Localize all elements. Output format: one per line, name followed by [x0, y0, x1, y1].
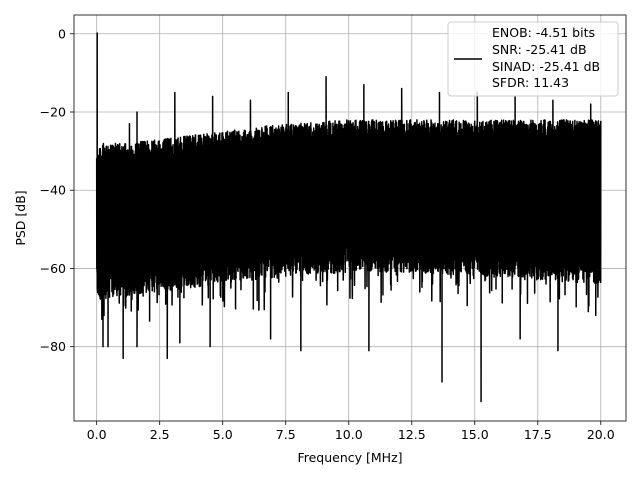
y-tick-label: −20: [40, 105, 66, 120]
x-tick-label: 12.5: [398, 427, 426, 442]
x-axis-ticks: 0.0 2.5 5.0 7.5 10.0 12.5 15.0 17.5 20.0: [87, 421, 615, 442]
y-tick-label: −80: [40, 339, 66, 354]
x-tick-label: 7.5: [276, 427, 296, 442]
x-tick-label: 5.0: [213, 427, 233, 442]
legend-sinad: SINAD: -25.41 dB: [492, 59, 600, 74]
x-tick-label: 10.0: [335, 427, 363, 442]
legend: ENOB: -4.51 bits SNR: -25.41 dB SINAD: -…: [447, 21, 619, 97]
x-tick-label: 15.0: [461, 427, 489, 442]
legend-sfdr: SFDR: 11.43: [492, 75, 569, 90]
axes-frame: [73, 14, 627, 422]
y-tick-label: −60: [40, 261, 66, 276]
y-axis-ticks: 0 −20 −40 −60 −80: [40, 26, 74, 354]
legend-enob: ENOB: -4.51 bits: [492, 25, 595, 40]
plot-area: [95, 32, 602, 403]
x-tick-label: 20.0: [587, 427, 615, 442]
y-tick-label: −40: [40, 183, 66, 198]
y-axis-label: PSD [dB]: [13, 190, 28, 245]
legend-box: [447, 21, 619, 97]
x-tick-label: 0.0: [87, 427, 107, 442]
psd-signal-line: [95, 32, 602, 403]
y-tick-label: 0: [58, 26, 66, 41]
x-axis-label: Frequency [MHz]: [297, 450, 402, 465]
x-tick-label: 2.5: [150, 427, 170, 442]
legend-snr: SNR: -25.41 dB: [492, 42, 587, 57]
x-tick-label: 17.5: [524, 427, 552, 442]
